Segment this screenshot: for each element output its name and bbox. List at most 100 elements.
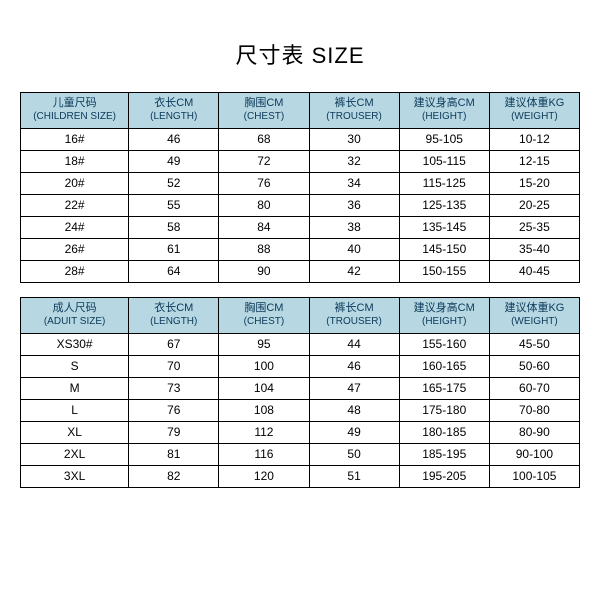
children-cell: 125-135 xyxy=(399,195,489,217)
children-cell: 20-25 xyxy=(489,195,579,217)
children-header-cn-0: 儿童尺码 xyxy=(23,97,126,111)
adult-cell: 45-50 xyxy=(489,334,579,356)
children-header-cn-5: 建议体重KG xyxy=(492,97,577,111)
children-header-en-5: (WEIGHT) xyxy=(492,111,577,124)
children-cell: 76 xyxy=(219,173,309,195)
children-cell: 36 xyxy=(309,195,399,217)
adult-header-col-5: 建议体重KG(WEIGHT) xyxy=(489,298,579,334)
children-cell: 20# xyxy=(21,173,129,195)
children-header-col-0: 儿童尺码(CHILDREN SIZE) xyxy=(21,93,129,129)
adult-cell: 116 xyxy=(219,444,309,466)
adult-cell: 180-185 xyxy=(399,422,489,444)
children-cell: 30 xyxy=(309,129,399,151)
children-cell: 22# xyxy=(21,195,129,217)
children-cell: 145-150 xyxy=(399,239,489,261)
adult-header-col-3: 裤长CM(TROUSER) xyxy=(309,298,399,334)
table-spacer xyxy=(20,283,580,297)
adult-cell: 195-205 xyxy=(399,466,489,488)
adult-cell: 2XL xyxy=(21,444,129,466)
adult-header-en-4: (HEIGHT) xyxy=(402,316,487,329)
adult-cell: 120 xyxy=(219,466,309,488)
children-row: 22#558036125-13520-25 xyxy=(21,195,580,217)
adult-cell: 80-90 xyxy=(489,422,579,444)
children-cell: 72 xyxy=(219,151,309,173)
adult-cell: 100 xyxy=(219,356,309,378)
adult-cell: 50 xyxy=(309,444,399,466)
adult-header-cn-1: 衣长CM xyxy=(131,302,216,316)
adult-size-table: 成人尺码(ADUIT SIZE)衣长CM(LENGTH)胸围CM(CHEST)裤… xyxy=(20,297,580,488)
children-cell: 88 xyxy=(219,239,309,261)
children-cell: 52 xyxy=(129,173,219,195)
children-table-body: 16#46683095-10510-1218#497232105-11512-1… xyxy=(21,129,580,283)
adult-cell: 79 xyxy=(129,422,219,444)
adult-cell: 108 xyxy=(219,400,309,422)
adult-cell: 50-60 xyxy=(489,356,579,378)
adult-header-cn-5: 建议体重KG xyxy=(492,302,577,316)
adult-cell: 185-195 xyxy=(399,444,489,466)
children-header-col-3: 裤长CM(TROUSER) xyxy=(309,93,399,129)
children-cell: 150-155 xyxy=(399,261,489,283)
adult-cell: 95 xyxy=(219,334,309,356)
children-header-en-1: (LENGTH) xyxy=(131,111,216,124)
children-cell: 49 xyxy=(129,151,219,173)
adult-header-en-2: (CHEST) xyxy=(221,316,306,329)
adult-cell: 100-105 xyxy=(489,466,579,488)
children-header-col-4: 建议身高CM(HEIGHT) xyxy=(399,93,489,129)
children-cell: 135-145 xyxy=(399,217,489,239)
children-cell: 64 xyxy=(129,261,219,283)
adult-cell: 155-160 xyxy=(399,334,489,356)
adult-row: 2XL8111650185-19590-100 xyxy=(21,444,580,466)
adult-cell: 46 xyxy=(309,356,399,378)
adult-cell: M xyxy=(21,378,129,400)
adult-header-col-0: 成人尺码(ADUIT SIZE) xyxy=(21,298,129,334)
children-header-cn-3: 裤长CM xyxy=(312,97,397,111)
children-cell: 26# xyxy=(21,239,129,261)
children-cell: 32 xyxy=(309,151,399,173)
adult-cell: XS30# xyxy=(21,334,129,356)
adult-header-en-1: (LENGTH) xyxy=(131,316,216,329)
adult-cell: 82 xyxy=(129,466,219,488)
children-row: 26#618840145-15035-40 xyxy=(21,239,580,261)
children-row: 24#588438135-14525-35 xyxy=(21,217,580,239)
children-cell: 95-105 xyxy=(399,129,489,151)
adult-cell: 49 xyxy=(309,422,399,444)
children-row: 16#46683095-10510-12 xyxy=(21,129,580,151)
children-cell: 58 xyxy=(129,217,219,239)
adult-cell: 112 xyxy=(219,422,309,444)
children-header-en-0: (CHILDREN SIZE) xyxy=(23,111,126,124)
adult-cell: S xyxy=(21,356,129,378)
adult-cell: 3XL xyxy=(21,466,129,488)
adult-cell: 90-100 xyxy=(489,444,579,466)
children-cell: 28# xyxy=(21,261,129,283)
adult-cell: 73 xyxy=(129,378,219,400)
adult-header-en-3: (TROUSER) xyxy=(312,316,397,329)
children-cell: 40 xyxy=(309,239,399,261)
children-header-en-4: (HEIGHT) xyxy=(402,111,487,124)
children-cell: 105-115 xyxy=(399,151,489,173)
children-table-header: 儿童尺码(CHILDREN SIZE)衣长CM(LENGTH)胸围CM(CHES… xyxy=(21,93,580,129)
children-header-en-3: (TROUSER) xyxy=(312,111,397,124)
adult-header-col-4: 建议身高CM(HEIGHT) xyxy=(399,298,489,334)
children-cell: 16# xyxy=(21,129,129,151)
children-cell: 115-125 xyxy=(399,173,489,195)
adult-cell: 81 xyxy=(129,444,219,466)
adult-cell: 51 xyxy=(309,466,399,488)
children-cell: 25-35 xyxy=(489,217,579,239)
children-cell: 12-15 xyxy=(489,151,579,173)
adult-cell: 165-175 xyxy=(399,378,489,400)
adult-header-col-1: 衣长CM(LENGTH) xyxy=(129,298,219,334)
adult-table-body: XS30#679544155-16045-50S7010046160-16550… xyxy=(21,334,580,488)
children-size-table: 儿童尺码(CHILDREN SIZE)衣长CM(LENGTH)胸围CM(CHES… xyxy=(20,92,580,283)
children-cell: 68 xyxy=(219,129,309,151)
children-cell: 90 xyxy=(219,261,309,283)
children-row: 28#649042150-15540-45 xyxy=(21,261,580,283)
size-tables-container: 儿童尺码(CHILDREN SIZE)衣长CM(LENGTH)胸围CM(CHES… xyxy=(20,92,580,488)
adult-row: XL7911249180-18580-90 xyxy=(21,422,580,444)
children-cell: 46 xyxy=(129,129,219,151)
adult-row: S7010046160-16550-60 xyxy=(21,356,580,378)
children-header-en-2: (CHEST) xyxy=(221,111,306,124)
adult-header-cn-3: 裤长CM xyxy=(312,302,397,316)
children-cell: 10-12 xyxy=(489,129,579,151)
adult-cell: 70-80 xyxy=(489,400,579,422)
children-cell: 34 xyxy=(309,173,399,195)
